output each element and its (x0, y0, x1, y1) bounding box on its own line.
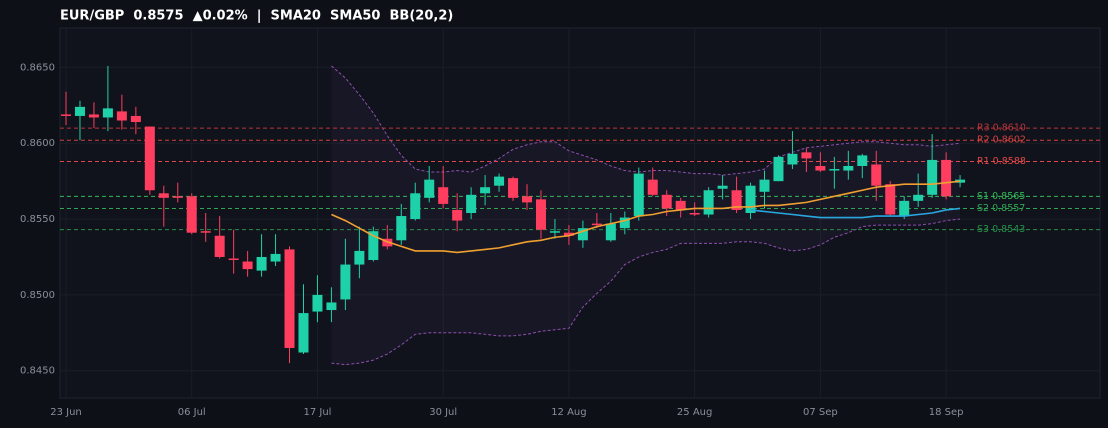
candle-body (661, 194, 672, 209)
y-tick-label: 0.8500 (20, 290, 55, 301)
candle-body (927, 159, 938, 195)
y-tick-label: 0.8650 (20, 62, 55, 73)
candle-body (843, 165, 854, 171)
candle-body (284, 249, 295, 348)
candle-body (647, 179, 658, 195)
candle-body (899, 200, 910, 217)
candle-body (200, 231, 211, 233)
candle-body (424, 179, 435, 198)
candle-body (214, 235, 225, 257)
level-label: R2 0.8602 (977, 135, 1026, 146)
candle-body (242, 261, 253, 270)
candle-body (563, 232, 574, 236)
chart-title: EUR/GBP 0.8575 ▲0.02% | SMA20 SMA50 BB(2… (60, 9, 453, 24)
overlay-line (331, 180, 961, 254)
candle-body (773, 156, 784, 182)
candle-body (787, 153, 798, 165)
candle-body (577, 228, 588, 241)
candle-body (494, 176, 505, 186)
candle-body (88, 114, 99, 118)
candle-body (326, 302, 337, 311)
x-tick-label: 25 Aug (677, 407, 712, 418)
candle-body (270, 253, 281, 262)
y-tick-label: 0.8550 (20, 214, 55, 225)
candle-body (675, 200, 686, 210)
candle-body (745, 185, 756, 213)
candle-body (857, 155, 868, 166)
candle-body (186, 196, 197, 233)
candle-body (61, 114, 71, 116)
level-label: R3 0.8610 (977, 123, 1026, 134)
candle-body (522, 196, 533, 203)
candle-body (130, 115, 141, 123)
x-tick-label: 18 Sep (929, 407, 964, 418)
level-label: S2 0.8557 (977, 203, 1025, 214)
band-upper (331, 65, 961, 176)
candle-body (619, 217, 630, 229)
overlay-line (750, 207, 961, 219)
level-label: S3 0.8543 (977, 224, 1025, 235)
candle-body (452, 209, 463, 221)
candle-body (829, 169, 840, 171)
candle-body (312, 294, 323, 312)
candle-body (438, 187, 449, 204)
candle-body (256, 256, 267, 271)
candle-body (102, 108, 113, 118)
candle-body (340, 264, 351, 300)
candle-body (759, 179, 770, 192)
candle-body (717, 185, 728, 189)
candle-body (549, 231, 560, 233)
candle-body (354, 250, 365, 265)
x-tick-label: 23 Jun (50, 407, 82, 418)
candle-body (368, 231, 379, 261)
candle-body (158, 193, 169, 198)
candle-body (913, 194, 924, 201)
candle-body (466, 194, 477, 213)
candle-body (74, 106, 85, 116)
candle-body (144, 126, 155, 191)
candle-body (116, 111, 127, 121)
x-tick-label: 17 Jul (303, 407, 331, 418)
candle-body (591, 223, 602, 226)
band-lower (331, 218, 961, 366)
x-tick-label: 06 Jul (178, 407, 206, 418)
x-tick-label: 07 Sep (803, 407, 838, 418)
candle-body (396, 216, 407, 241)
x-tick-label: 30 Jul (429, 407, 457, 418)
x-tick-label: 12 Aug (551, 407, 586, 418)
level-label: R1 0.8588 (977, 156, 1026, 167)
candle-body (172, 196, 183, 198)
candle-body (885, 184, 896, 215)
candle-body (633, 173, 644, 217)
level-label: S1 0.8565 (977, 191, 1025, 202)
candle-body (689, 213, 700, 215)
candle-body (298, 313, 309, 353)
candle-body (228, 258, 239, 261)
candle-body (605, 223, 616, 241)
candle-body (731, 190, 742, 210)
candle-body (815, 165, 826, 171)
candle-body (941, 159, 952, 197)
candle-body (535, 199, 546, 230)
candle-body (480, 187, 491, 194)
candle-body (871, 164, 882, 186)
candle-body (703, 190, 714, 215)
y-tick-label: 0.8600 (20, 138, 55, 149)
candle-body (508, 178, 519, 198)
candle-body (801, 152, 812, 159)
candle-body (410, 193, 421, 220)
y-tick-label: 0.8450 (20, 366, 55, 377)
